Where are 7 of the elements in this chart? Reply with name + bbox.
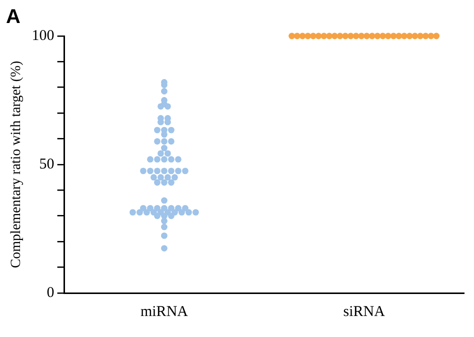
y-tick-label: 0: [46, 284, 54, 301]
y-tick-label: 100: [32, 28, 54, 44]
x-tick-label: siRNA: [343, 304, 386, 320]
y-tick-label: 50: [39, 156, 54, 172]
y-axis-title: Complementary ratio with target (%): [9, 60, 24, 268]
text: A: [6, 6, 20, 29]
x-tick-label: miRNA: [140, 304, 188, 320]
